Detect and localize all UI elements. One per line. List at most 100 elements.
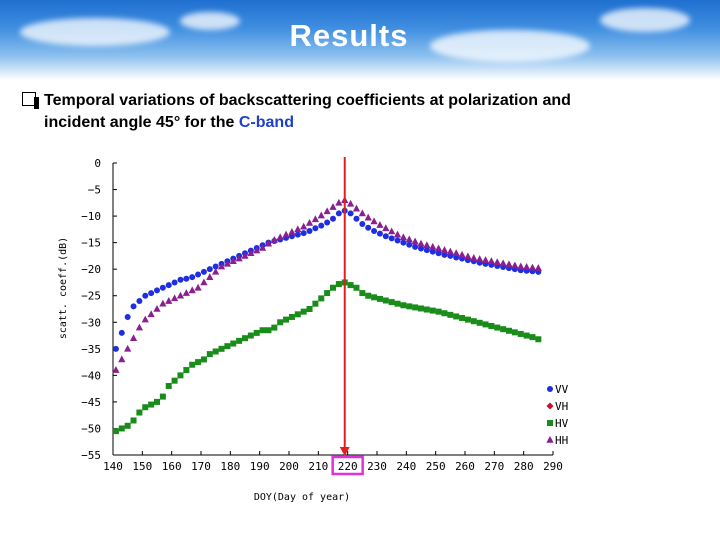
y-tick-label: −40	[81, 369, 101, 382]
y-tick-label: −35	[81, 343, 101, 356]
data-point-vv	[394, 237, 401, 244]
data-point-hv	[453, 313, 460, 320]
data-point-hh	[182, 289, 190, 296]
subtitle-line1: Temporal variations of backscattering co…	[44, 92, 571, 109]
data-point-hh	[399, 233, 407, 241]
data-point-vv	[195, 271, 202, 278]
data-point-hv	[441, 310, 448, 317]
data-point-vv	[365, 224, 372, 231]
data-point-vv	[183, 275, 190, 282]
data-point-hh	[393, 230, 402, 238]
data-point-hv	[353, 284, 360, 291]
data-point-hh	[464, 252, 472, 260]
data-point-hh	[305, 218, 314, 226]
subtitle-line2-text: incident angle 45° for the	[44, 114, 239, 131]
data-point-hh	[259, 243, 267, 251]
data-point-hv	[418, 305, 424, 312]
data-point-hv	[482, 321, 489, 328]
data-point-hv	[212, 348, 219, 355]
data-point-hv	[494, 324, 501, 331]
data-point-hh	[517, 262, 525, 270]
data-point-vv	[324, 219, 331, 226]
data-point-hv	[365, 292, 372, 299]
data-point-hv	[283, 316, 290, 323]
data-point-hv	[130, 417, 137, 424]
data-point-hh	[153, 305, 161, 312]
data-point-vv	[318, 222, 325, 229]
data-point-hv	[271, 324, 278, 331]
data-point-hv	[376, 295, 383, 302]
data-point-hv	[136, 409, 143, 416]
chart-marks	[112, 196, 542, 435]
y-tick-label: 0	[94, 157, 101, 170]
data-point-hv	[230, 340, 237, 347]
data-point-hv	[535, 336, 542, 343]
data-point-hv	[529, 334, 536, 341]
data-point-hv	[154, 398, 160, 405]
data-point-hh	[440, 246, 449, 253]
data-point-hv	[189, 361, 196, 368]
data-point-hh	[388, 227, 396, 235]
cloud-decoration	[180, 12, 240, 30]
x-tick-label: 160	[162, 460, 182, 473]
series-vv	[112, 207, 542, 352]
legend-marker-hh	[546, 436, 554, 443]
data-point-vv	[159, 284, 166, 291]
x-tick-label: 210	[308, 460, 328, 473]
data-point-hh	[317, 211, 325, 219]
data-point-hv	[400, 302, 407, 309]
data-point-hv	[177, 372, 184, 379]
data-point-hv	[412, 304, 419, 311]
data-point-hh	[223, 259, 231, 267]
data-point-hh	[200, 278, 208, 286]
data-point-vv	[412, 243, 419, 250]
data-point-vv	[312, 225, 319, 232]
data-point-hh	[458, 250, 466, 258]
y-tick-label: −55	[81, 449, 101, 462]
data-point-hh	[470, 254, 478, 261]
data-point-hh	[206, 273, 214, 280]
data-point-hh	[241, 251, 249, 259]
data-point-hv	[195, 359, 202, 366]
data-point-hv	[124, 422, 131, 429]
y-axis-label: scatt. coeff.(dB)	[58, 237, 69, 339]
data-point-hh	[335, 198, 343, 206]
x-tick-label: 270	[484, 460, 504, 473]
data-point-hh	[476, 255, 484, 262]
x-tick-label: 260	[455, 460, 475, 473]
data-point-hh	[176, 291, 185, 299]
data-point-hv	[294, 311, 301, 318]
series-hh	[112, 196, 542, 373]
data-point-vv	[294, 231, 301, 238]
data-point-hv	[511, 329, 518, 336]
subtitle-band: C-band	[238, 114, 294, 131]
x-tick-label: 290	[543, 460, 563, 473]
data-point-hv	[506, 327, 512, 334]
data-point-hv	[394, 300, 401, 307]
data-point-vv	[353, 215, 360, 222]
data-point-hv	[423, 306, 430, 313]
data-point-hh	[118, 355, 126, 363]
legend-label-vv: VV	[555, 383, 569, 396]
data-point-vv	[382, 233, 389, 240]
data-point-vv	[165, 282, 172, 289]
data-point-hv	[165, 382, 172, 389]
y-tick-label: −50	[81, 422, 101, 435]
data-point-hh	[276, 233, 284, 241]
data-point-hh	[311, 215, 319, 223]
data-point-hv	[224, 343, 231, 350]
data-point-vv	[330, 215, 336, 222]
data-point-hv	[429, 307, 436, 314]
cloud-decoration	[430, 30, 590, 62]
data-point-hh	[194, 283, 202, 291]
data-point-hh	[247, 249, 255, 257]
data-point-hh	[446, 247, 454, 255]
data-point-vv	[148, 290, 155, 297]
bullet-icon	[22, 92, 39, 109]
y-tick-label: −5	[88, 184, 101, 197]
data-point-hv	[476, 319, 483, 326]
legend-label-hv: HV	[555, 417, 569, 430]
data-point-hh	[382, 224, 390, 232]
data-point-vv	[435, 250, 442, 257]
